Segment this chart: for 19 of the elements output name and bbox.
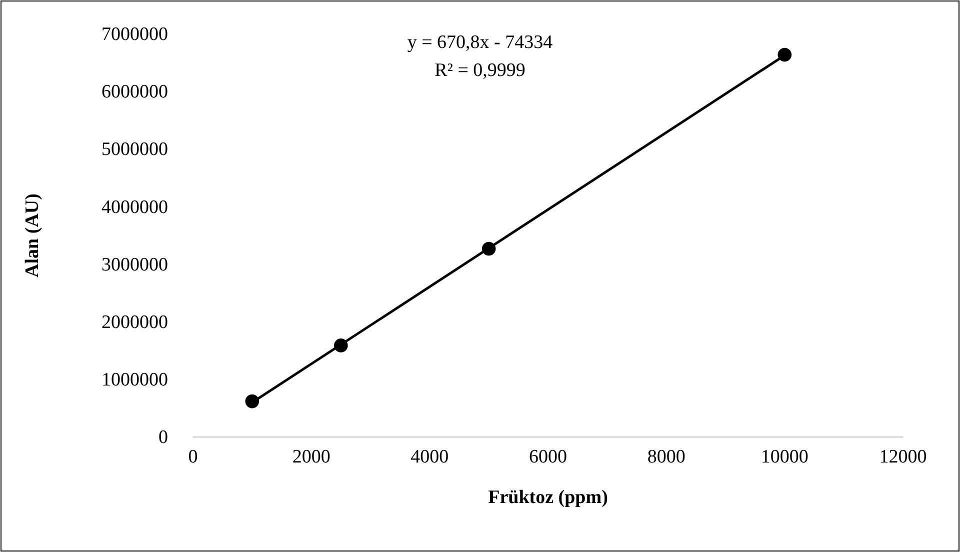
y-tick-label: 7000000 [102,24,168,46]
y-tick-label: 3000000 [102,254,168,276]
y-tick-label: 5000000 [102,139,168,160]
x-tick-label: 8000 [647,446,686,468]
y-tick-label: 0 [158,427,168,448]
x-axis-title: Früktoz (ppm) [488,487,608,508]
y-tick-label: 2000000 [102,312,168,333]
x-tick-label: 0 [188,446,198,468]
x-tick-label: 6000 [529,446,567,468]
annotation: y = 670,8x - 74334 [407,32,554,53]
y-tick-label: 4000000 [102,196,168,218]
y-axis-title: Alan (AU) [22,194,43,278]
x-tick-label: 12000 [879,446,927,468]
x-tick-label: 4000 [410,446,449,468]
annotation: R² = 0,9999 [434,60,526,81]
x-tick-label: 10000 [760,446,808,468]
x-tick-label: 2000 [292,446,330,468]
y-tick-label: 6000000 [102,82,168,103]
y-tick-label: 1000000 [102,370,168,391]
